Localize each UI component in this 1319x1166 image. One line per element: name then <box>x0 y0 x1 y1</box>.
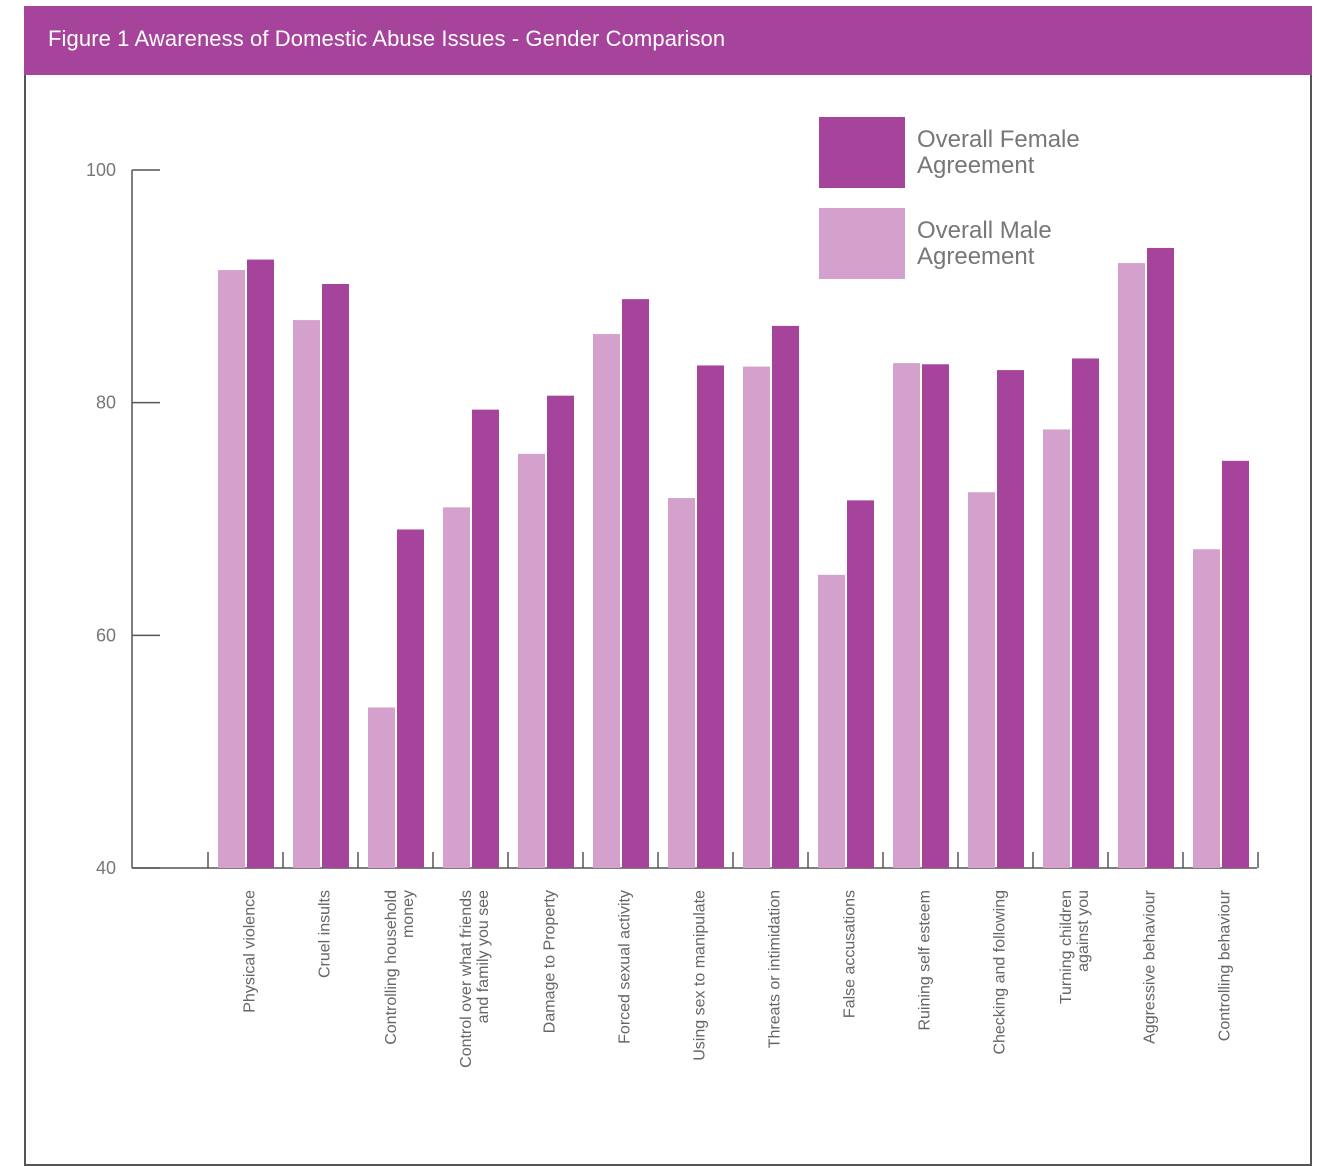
category-label: Aggressive behaviour <box>1142 889 1159 1044</box>
category-label-line: and family you see <box>475 890 492 1024</box>
male-bar <box>893 363 920 868</box>
legend-swatch <box>819 117 905 188</box>
male-bar <box>218 270 245 869</box>
female-bar <box>997 370 1024 868</box>
category-label-line: money <box>400 890 417 938</box>
legend-label: Overall Male <box>917 217 1052 244</box>
male-bar <box>968 492 995 868</box>
legend-label: Agreement <box>917 243 1035 270</box>
category-label: Physical violence <box>242 890 259 1013</box>
male-bar <box>1193 549 1220 868</box>
category-label: Controlling behaviour <box>1217 889 1234 1041</box>
legend-label: Overall Female <box>917 126 1080 153</box>
category-label: False accusations <box>842 890 859 1018</box>
y-tick-label: 40 <box>96 858 116 878</box>
category-label: Forced sexual activity <box>617 890 634 1044</box>
male-bar <box>443 507 470 868</box>
female-bar <box>547 395 574 868</box>
category-label-line: Forced sexual activity <box>617 890 634 1044</box>
female-bar <box>247 259 274 868</box>
female-bar <box>1222 460 1249 868</box>
category-label-line: Aggressive behaviour <box>1142 889 1159 1044</box>
category-label-line: Ruining self esteem <box>917 890 934 1031</box>
female-bar <box>472 409 499 868</box>
category-label-line: Controlling household <box>383 890 400 1045</box>
category-label-line: Controlling behaviour <box>1217 889 1234 1041</box>
female-bar <box>772 325 799 868</box>
male-bar <box>743 366 770 868</box>
y-tick-label: 60 <box>96 625 116 645</box>
male-bar <box>518 453 545 868</box>
female-bar <box>1147 247 1174 868</box>
male-bar <box>818 574 845 868</box>
female-bar <box>397 529 424 868</box>
category-label-line: Damage to Property <box>542 890 559 1033</box>
male-bar <box>593 334 620 868</box>
female-bar <box>622 299 649 868</box>
category-label: Control over what friends and family you … <box>458 890 492 1068</box>
y-tick-labels: 40 60 80 100 <box>86 160 116 878</box>
category-label: Cruel insults <box>317 890 334 978</box>
female-bar <box>1072 358 1099 868</box>
legend-label: Agreement <box>917 152 1035 179</box>
category-label: Damage to Property <box>542 890 559 1033</box>
category-label-line: against you <box>1075 890 1092 972</box>
figure-header: Figure 1 Awareness of Domestic Abuse Iss… <box>24 6 1312 75</box>
legend-swatch <box>819 208 905 279</box>
male-bar <box>368 707 395 868</box>
category-label-line: Control over what friends <box>458 890 475 1068</box>
category-label: Controlling household money <box>383 890 417 1045</box>
male-bar <box>1118 263 1145 869</box>
category-label: Using sex to manipulate <box>692 890 709 1061</box>
male-bar <box>668 498 695 868</box>
category-label: Threats or intimidation <box>767 890 784 1048</box>
category-label-line: Physical violence <box>242 890 259 1013</box>
category-label: Checking and following <box>992 890 1009 1055</box>
female-bar <box>922 364 949 868</box>
female-bar <box>697 365 724 868</box>
category-label-line: Using sex to manipulate <box>692 890 709 1061</box>
female-bar <box>847 500 874 868</box>
y-tick-label: 80 <box>96 393 116 413</box>
y-tick-label: 100 <box>86 160 116 180</box>
female-bar <box>322 284 349 868</box>
category-label: Ruining self esteem <box>917 890 934 1031</box>
figure-title: Figure 1 Awareness of Domestic Abuse Iss… <box>48 26 726 51</box>
chart-bars <box>218 247 1249 869</box>
category-label-line: Cruel insults <box>317 890 334 978</box>
category-label-line: Threats or intimidation <box>767 890 784 1048</box>
category-label: Turning children against you <box>1058 890 1092 1004</box>
male-bar <box>293 320 320 868</box>
category-label-line: Checking and following <box>992 890 1009 1055</box>
category-label-line: Turning children <box>1058 890 1075 1004</box>
x-category-labels: Physical violence Cruel insults Controllin… <box>242 889 1234 1068</box>
male-bar <box>1043 429 1070 868</box>
category-label-line: False accusations <box>842 890 859 1018</box>
